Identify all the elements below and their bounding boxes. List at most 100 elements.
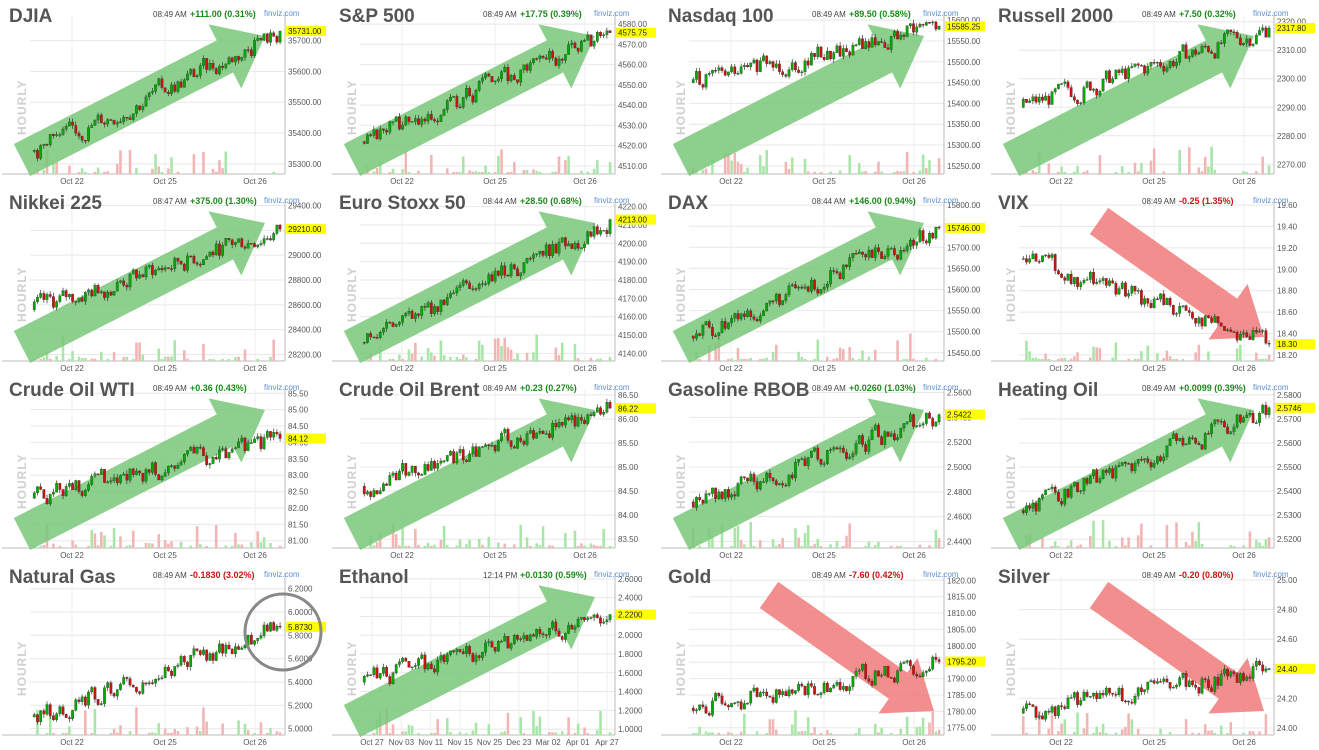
candle xyxy=(723,703,727,706)
chart-panel-nasdaq-100[interactable]: 15600.00 15550.00 15500.00 15450.00 15400.00… xyxy=(659,0,988,187)
chart-panel-natural-gas[interactable]: 6.2000 6.0000 5.8000 5.6000 5.4000 5.2000 5.00… xyxy=(0,561,329,748)
chart-panel-gasoline-rbob[interactable]: 2.56002.54002.52002.50002.48002.46002.44… xyxy=(659,374,988,561)
last-price-label: 86.22 xyxy=(618,404,639,413)
candle xyxy=(778,293,781,305)
y-tick-label: 4200.00 xyxy=(618,239,647,248)
candle xyxy=(96,285,100,294)
candle xyxy=(829,270,832,285)
candle xyxy=(707,73,711,75)
candle xyxy=(240,437,244,442)
chart-panel-s-p-500[interactable]: 4580.00 4570.00 4560.00 4550.00 4540.00 4530.… xyxy=(330,0,659,187)
y-tick-label: 15500.00 xyxy=(947,58,981,67)
x-tick-label: Oct 22 xyxy=(719,551,743,560)
candle xyxy=(1044,95,1047,101)
chart-title: Natural Gas xyxy=(9,567,116,588)
volume-bar xyxy=(771,539,775,548)
candle xyxy=(1133,285,1137,292)
finviz-source-link[interactable]: finviz.com xyxy=(594,570,630,579)
y-tick-label: 86.00 xyxy=(618,415,639,424)
finviz-source-link[interactable]: finviz.com xyxy=(594,196,630,205)
candle xyxy=(272,32,276,37)
candle xyxy=(794,690,797,694)
finviz-source-link[interactable]: finviz.com xyxy=(264,570,300,579)
candle xyxy=(404,657,408,662)
volume-bar xyxy=(1184,541,1188,548)
volume-bar xyxy=(864,545,867,548)
finviz-source-link[interactable]: finviz.com xyxy=(264,383,300,392)
candle xyxy=(477,446,481,457)
finviz-source-link[interactable]: finviz.com xyxy=(1253,570,1289,579)
candle xyxy=(1207,46,1210,52)
candle xyxy=(176,257,180,262)
candle xyxy=(714,70,717,72)
candle xyxy=(1117,688,1121,695)
candle xyxy=(112,477,116,481)
chart-panel-euro-stoxx-50[interactable]: 4220.00 4210.00 4200.00 4190.00 4180.00 4170.… xyxy=(330,187,659,374)
finviz-source-link[interactable]: finviz.com xyxy=(1253,9,1289,18)
candle xyxy=(742,65,746,67)
volume-bar xyxy=(730,732,733,735)
candle xyxy=(730,66,733,73)
volume-bar xyxy=(144,543,148,548)
finviz-source-link[interactable]: finviz.com xyxy=(594,9,630,18)
candle xyxy=(877,670,880,677)
quote-time: 08:49 AM xyxy=(1142,197,1176,206)
chart-panel-dax[interactable]: 15800.0015750.0015700.0015650.0015600.00… xyxy=(659,187,988,374)
chart-panel-nikkei-225[interactable]: 29400.0029200.0029000.0028800.0028600.00… xyxy=(0,187,329,374)
finviz-source-link[interactable]: finviz.com xyxy=(1253,196,1289,205)
volume-bar xyxy=(433,544,436,548)
chart-panel-vix[interactable]: 19.60 19.40 19.20 19.00 18.80 18.60 18.40 18.20… xyxy=(989,187,1318,374)
candle xyxy=(1264,668,1268,672)
candle xyxy=(921,230,925,241)
finviz-source-link[interactable]: finviz.com xyxy=(923,383,959,392)
finviz-source-link[interactable]: finviz.com xyxy=(923,9,959,18)
volume-bar xyxy=(269,728,272,735)
volume-bar xyxy=(1120,729,1124,735)
candle xyxy=(1044,711,1047,720)
quote-time: 08:49 AM xyxy=(153,384,187,393)
volume-bar xyxy=(1047,358,1051,361)
volume-bar xyxy=(692,732,695,735)
candle xyxy=(746,477,749,481)
candle xyxy=(417,313,420,316)
chart-panel-russell-2000[interactable]: 2320.00 2310.00 2300.00 2290.00 2280.00 2270.… xyxy=(989,0,1318,187)
candle xyxy=(218,449,221,460)
candle xyxy=(391,121,395,123)
chart-panel-crude-oil-wti[interactable]: 85.5085.0084.5084.0083.5083.0082.5082.00… xyxy=(0,374,329,561)
chart-panel-crude-oil-brent[interactable]: 86.50 86.00 85.50 85.00 84.50 84.00 83.50 Oct 2… xyxy=(330,374,659,561)
candle xyxy=(237,56,240,61)
finviz-source-link[interactable]: finviz.com xyxy=(923,196,959,205)
candle xyxy=(1245,414,1249,418)
candle xyxy=(541,55,545,58)
chart-panel-gold[interactable]: 1820.001815.001810.001805.001800.001795.… xyxy=(659,561,988,748)
chart-svg: 2.58002.57002.56002.55002.54002.53002.52… xyxy=(991,386,1315,560)
candle xyxy=(867,439,871,452)
last-price-marker xyxy=(945,409,985,420)
candle xyxy=(908,660,912,667)
finviz-source-link[interactable]: finviz.com xyxy=(923,570,959,579)
chart-panel-heating-oil[interactable]: 2.5800 2.5700 2.5600 2.5500 2.5400 2.5300 2.52… xyxy=(989,374,1318,561)
chart-panel-ethanol[interactable]: 2.60002.40002.20002.00001.80001.60001.40… xyxy=(330,561,659,748)
candle xyxy=(477,655,481,658)
chart-panel-djia[interactable]: 35700.00 35600.00 35500.00 35400.00 35300.00… xyxy=(0,0,329,187)
candle xyxy=(765,55,769,64)
candle xyxy=(160,268,164,270)
candle xyxy=(1194,684,1198,688)
volume-bar xyxy=(551,732,554,735)
candle xyxy=(1213,419,1217,425)
finviz-source-link[interactable]: finviz.com xyxy=(264,9,300,18)
finviz-source-link[interactable]: finviz.com xyxy=(264,196,300,205)
candle xyxy=(278,224,282,230)
volume-bar xyxy=(583,545,586,548)
volume-bar xyxy=(813,358,816,361)
volume-bar xyxy=(246,730,250,735)
finviz-source-link[interactable]: finviz.com xyxy=(1253,383,1289,392)
candle xyxy=(477,283,481,289)
volume-bar xyxy=(426,347,430,361)
finviz-source-link[interactable]: finviz.com xyxy=(594,383,630,392)
candle xyxy=(1108,280,1111,286)
volume-bar xyxy=(1037,710,1041,735)
volume-bar xyxy=(525,352,529,361)
candle xyxy=(160,476,164,481)
